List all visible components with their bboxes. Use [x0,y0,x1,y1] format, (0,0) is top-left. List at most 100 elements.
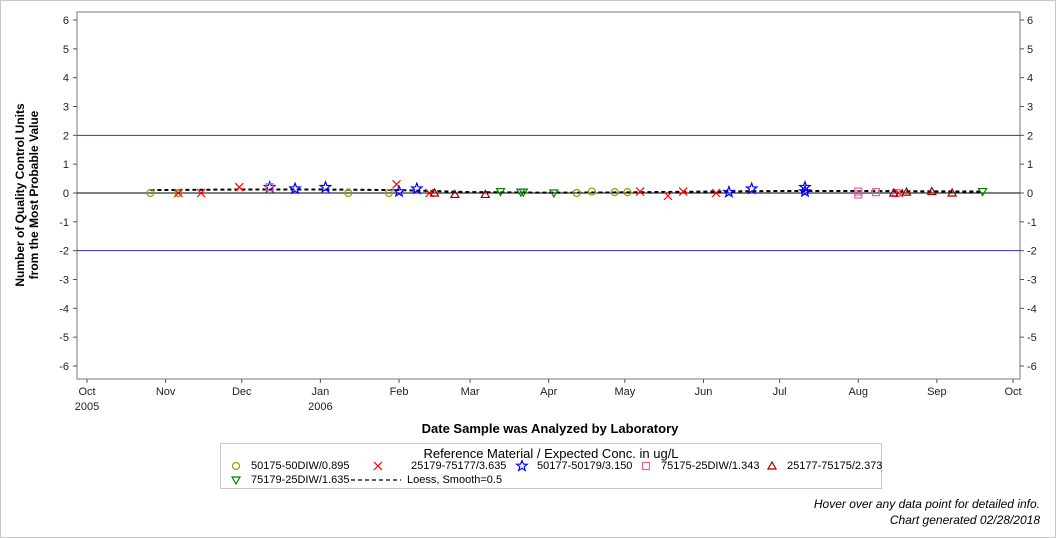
data-point-star[interactable] [288,181,302,195]
legend-symbol [641,461,651,471]
y-axis-title-line1: Number of Quality Control Units [13,103,27,287]
y-tick-label-right: 1 [1027,159,1033,171]
legend-item-loess: Loess, Smooth=0.5 [351,474,502,486]
data-point-triangle[interactable] [480,189,491,199]
data-point-x[interactable] [678,187,688,196]
y-tick-label-right: -2 [1027,246,1037,258]
x-tick-label: May [614,386,635,398]
data-point-triangle[interactable] [947,187,958,197]
legend-marker[interactable] [515,460,529,472]
data-point-triangle[interactable] [901,186,912,196]
legend-marker[interactable] [641,461,651,471]
data-point-x[interactable] [635,187,645,196]
legend-marker[interactable] [766,460,778,470]
legend-marker[interactable] [373,461,383,471]
legend-marker[interactable] [231,461,241,471]
y-tick-label: -5 [59,332,69,344]
y-tick-label-right: -3 [1027,275,1037,287]
y-tick-label: 1 [63,159,69,171]
data-point-star[interactable] [798,184,812,198]
data-point-circle[interactable] [572,188,581,198]
legend: Reference Material / Expected Conc. in u… [220,443,882,489]
legend-label: 75175-25DIW/1.343 [661,460,760,473]
y-tick-label-right: -1 [1027,217,1037,229]
data-point-star[interactable] [744,181,759,195]
data-point-circle[interactable] [174,188,183,198]
data-point-circle[interactable] [384,188,394,198]
data-point-x[interactable] [173,188,183,198]
data-points[interactable] [146,179,988,201]
y-tick-label: -4 [59,303,69,315]
y-axis-title-line2: from the Most Probable Value [27,110,41,279]
legend-item-triangle-down: 75179-25DIW/1.635 [229,474,349,486]
y-tick-label: 3 [63,102,69,114]
y-axis-right: -6 -5 -4 -3 -2 -1 0 1 2 3 4 5 6 [1020,15,1037,373]
y-tick-label-right: -6 [1027,361,1037,373]
legend-item-triangle: 25177-75175/2.373 [765,460,882,472]
x-tick-label: Oct [1004,386,1021,398]
data-point-triangle-down[interactable] [977,187,988,197]
data-point-x[interactable] [711,188,721,198]
legend-item-square: 75175-25DIW/1.343 [639,460,759,472]
legend-symbol [373,461,383,471]
x-axis: Oct 2005 Nov Dec Jan 2006 Feb Mar Apr May Jun Jul Au… [75,379,1022,413]
data-point-star[interactable] [409,181,424,195]
legend-title: Reference Material / Expected Conc. in u… [423,446,679,461]
y-tick-label-right: -5 [1027,332,1037,344]
data-point-triangle[interactable] [888,187,899,197]
y-tick-label: -2 [59,246,69,258]
data-point-square[interactable] [854,187,863,196]
data-point-circle[interactable] [587,187,596,196]
legend-symbol [515,460,529,472]
x-tick-label: Jul [773,386,787,398]
data-point-circle[interactable] [610,188,619,197]
data-point-star[interactable] [392,184,406,198]
y-tick-label: -6 [59,361,69,373]
data-point-triangle[interactable] [429,187,440,197]
x-tick-label: Dec [232,386,252,398]
data-point-triangle-down[interactable] [548,189,559,199]
generated-date: Chart generated 02/28/2018 [889,513,1040,527]
x-tick-year: 2006 [308,401,332,413]
y-tick-label-right: 6 [1027,15,1033,27]
data-point-square[interactable] [871,188,881,197]
y-tick-label-right: 5 [1027,44,1033,56]
legend-symbol [231,461,241,471]
data-point-x[interactable] [663,191,673,201]
legend-label: Loess, Smooth=0.5 [407,474,503,487]
y-tick-label-right: 3 [1027,102,1033,114]
data-point-triangle-down[interactable] [518,188,529,198]
y-tick-label: 5 [63,44,69,56]
y-tick-label-right: 2 [1027,130,1033,142]
y-tick-label: 2 [63,130,69,142]
legend-item-star: 50177-50179/3.150 [515,460,632,472]
data-point-x[interactable] [234,182,244,192]
data-point-circle[interactable] [623,188,632,197]
x-tick-label: Jun [695,386,713,398]
legend-marker[interactable] [230,476,242,486]
data-point-triangle[interactable] [926,186,937,196]
legend-symbol [230,476,242,486]
y-tick-label: 4 [63,73,69,85]
data-point-star[interactable] [318,179,333,194]
legend-label: 50175-50DIW/0.895 [251,460,350,473]
x-tick-label: Mar [461,386,480,398]
y-tick-label-right: 4 [1027,73,1033,85]
x-tick-label: Oct [78,386,95,398]
y-tick-label-right: -4 [1027,303,1037,315]
data-point-x[interactable] [196,188,206,198]
legend-item-circle: 50175-50DIW/0.895 [229,460,349,472]
data-point-triangle[interactable] [449,189,460,199]
data-point-circle[interactable] [344,188,353,198]
data-point-square[interactable] [265,183,274,192]
y-tick-label: 6 [63,15,69,27]
data-point-circle[interactable] [146,188,155,198]
data-point-triangle-down[interactable] [495,187,506,197]
data-point-star[interactable] [721,184,736,199]
hover-hint: Hover over any data point for detailed i… [813,497,1040,511]
x-tick-year: 2005 [75,401,99,413]
loess-smooth-line [150,188,983,194]
data-point-star[interactable] [798,179,812,194]
plot-area [76,11,1021,380]
